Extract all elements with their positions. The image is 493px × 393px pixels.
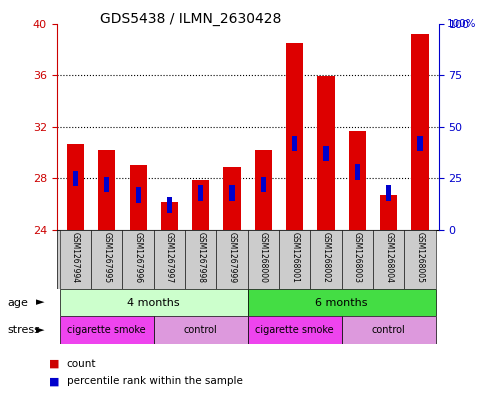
Bar	[167, 197, 172, 213]
Text: GSM1267996: GSM1267996	[134, 231, 142, 283]
FancyBboxPatch shape	[60, 316, 154, 344]
Text: GSM1268004: GSM1268004	[384, 231, 393, 283]
Text: 100%: 100%	[446, 18, 476, 29]
FancyBboxPatch shape	[216, 230, 248, 289]
FancyBboxPatch shape	[248, 230, 279, 289]
Text: age: age	[7, 298, 28, 308]
Bar	[355, 164, 360, 180]
FancyBboxPatch shape	[60, 289, 248, 316]
Text: GSM1268005: GSM1268005	[416, 231, 424, 283]
Text: GDS5438 / ILMN_2630428: GDS5438 / ILMN_2630428	[100, 12, 281, 26]
Text: ■: ■	[49, 358, 60, 369]
Text: GSM1268000: GSM1268000	[259, 231, 268, 283]
Bar	[255, 150, 272, 230]
Bar	[223, 167, 241, 230]
Bar	[161, 202, 178, 230]
FancyBboxPatch shape	[248, 289, 436, 316]
Bar	[104, 177, 109, 192]
Bar	[98, 150, 115, 230]
Bar	[67, 143, 84, 230]
Bar	[192, 180, 210, 230]
Text: control: control	[184, 325, 217, 335]
FancyBboxPatch shape	[373, 230, 404, 289]
FancyBboxPatch shape	[122, 230, 154, 289]
Text: GSM1268003: GSM1268003	[353, 231, 362, 283]
Bar	[198, 185, 203, 200]
Text: GSM1267994: GSM1267994	[71, 231, 80, 283]
Text: stress: stress	[7, 325, 40, 335]
FancyBboxPatch shape	[311, 230, 342, 289]
Text: GSM1268002: GSM1268002	[321, 231, 330, 283]
Text: GSM1267997: GSM1267997	[165, 231, 174, 283]
Text: percentile rank within the sample: percentile rank within the sample	[67, 376, 243, 386]
Text: cigarette smoke: cigarette smoke	[68, 325, 146, 335]
FancyBboxPatch shape	[342, 230, 373, 289]
Bar	[380, 195, 397, 230]
FancyBboxPatch shape	[154, 230, 185, 289]
Text: GSM1267998: GSM1267998	[196, 231, 205, 283]
Bar	[411, 34, 428, 230]
Text: ■: ■	[49, 376, 60, 386]
Text: cigarette smoke: cigarette smoke	[255, 325, 334, 335]
Text: 6 months: 6 months	[316, 298, 368, 308]
Bar	[349, 130, 366, 230]
FancyBboxPatch shape	[91, 230, 122, 289]
FancyBboxPatch shape	[185, 230, 216, 289]
Text: ►: ►	[36, 298, 45, 308]
Bar	[73, 171, 78, 186]
FancyBboxPatch shape	[60, 230, 91, 289]
Text: control: control	[372, 325, 406, 335]
Bar	[130, 165, 147, 230]
Bar	[323, 146, 329, 161]
FancyBboxPatch shape	[342, 316, 436, 344]
FancyBboxPatch shape	[279, 230, 311, 289]
Bar	[136, 187, 141, 202]
Text: ►: ►	[36, 325, 45, 335]
Bar	[286, 43, 303, 230]
Bar	[261, 177, 266, 192]
Bar	[292, 136, 297, 151]
Bar	[229, 185, 235, 200]
Text: GSM1267999: GSM1267999	[228, 231, 237, 283]
Bar	[418, 136, 423, 151]
Bar	[386, 185, 391, 200]
Text: count: count	[67, 358, 96, 369]
Text: GSM1267995: GSM1267995	[103, 231, 111, 283]
FancyBboxPatch shape	[404, 230, 436, 289]
FancyBboxPatch shape	[154, 316, 248, 344]
Text: 4 months: 4 months	[128, 298, 180, 308]
Bar	[317, 77, 335, 230]
Text: GSM1268001: GSM1268001	[290, 231, 299, 283]
FancyBboxPatch shape	[248, 316, 342, 344]
